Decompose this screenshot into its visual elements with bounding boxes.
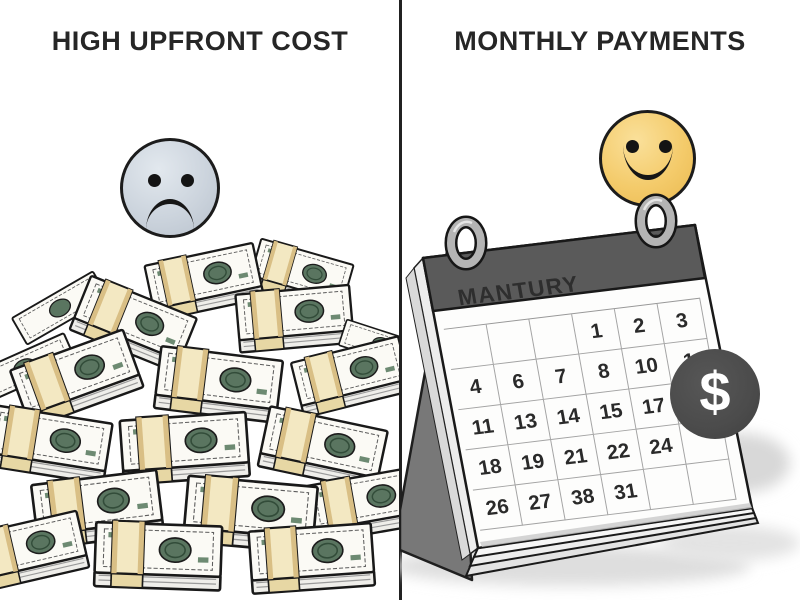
left-panel-title: HIGH UPFRONT COST	[51, 26, 349, 56]
calendar-day-cell: 24	[636, 424, 687, 470]
calendar-header-band	[421, 223, 707, 313]
calendar-day-cell: 10	[622, 344, 673, 390]
calendar-day-cell	[643, 464, 694, 510]
panel-divider	[399, 0, 402, 600]
binder-ring-icon	[634, 193, 678, 249]
calendar-day-cell	[529, 314, 580, 360]
calendar-day-cell: 15	[586, 389, 637, 435]
calendar-day-cell: 13	[501, 399, 552, 446]
calendar-day-cell: 38	[558, 474, 609, 521]
sad-face-right-eye	[181, 174, 194, 187]
calendar-day-cell: 27	[515, 480, 566, 526]
binder-ring-icon	[444, 215, 488, 271]
dollar-badge: $	[670, 349, 760, 439]
dollar-icon: $	[699, 360, 731, 423]
right-panel-title: MONTHLY PAYMENTS	[454, 26, 746, 56]
calendar-illustration	[400, 193, 800, 586]
calendar-day-cell: 18	[465, 445, 516, 491]
sad-face-left-eye	[148, 174, 161, 187]
calendar-day-cell	[443, 324, 494, 370]
calendar-day-cell: 26	[472, 485, 523, 531]
calendar-day-cell: 8	[579, 349, 630, 395]
page-curl-edge	[480, 503, 752, 547]
calendar-day-cell: 1	[572, 309, 623, 355]
calendar-day-cell: 22	[593, 429, 644, 475]
calendar-day-cell	[486, 319, 537, 365]
calendar-day-cell: 6	[493, 359, 544, 405]
sad-face-frown	[146, 199, 194, 230]
calendar-month-label: MANTURY	[455, 270, 582, 311]
left-panel-high-upfront-cost: HIGH UPFRONT COST	[0, 26, 400, 596]
calendar-day-cell: 19	[508, 439, 559, 486]
right-panel-monthly-payments: MONTHLY PAYMENTS	[400, 0, 800, 600]
calendar-day-cell: 4	[451, 364, 502, 411]
page-edge-strip	[405, 266, 471, 561]
smiley-face-icon	[599, 110, 696, 207]
calendar-day-cell: 2	[614, 303, 665, 350]
calendar-day-cell: 3	[657, 298, 708, 345]
sad-face-icon	[120, 138, 220, 238]
smiley-face-smile	[623, 145, 673, 180]
calendar-day-cell: 21	[551, 434, 602, 481]
money-pile-illustration	[0, 236, 400, 596]
calendar-day-cell	[686, 459, 737, 505]
calendar-day-cell: 31	[601, 469, 652, 516]
calendar-day-cell: 7	[536, 354, 587, 400]
calendar-day-cell: 14	[543, 394, 594, 440]
calendar-day-cell: 11	[458, 404, 509, 451]
